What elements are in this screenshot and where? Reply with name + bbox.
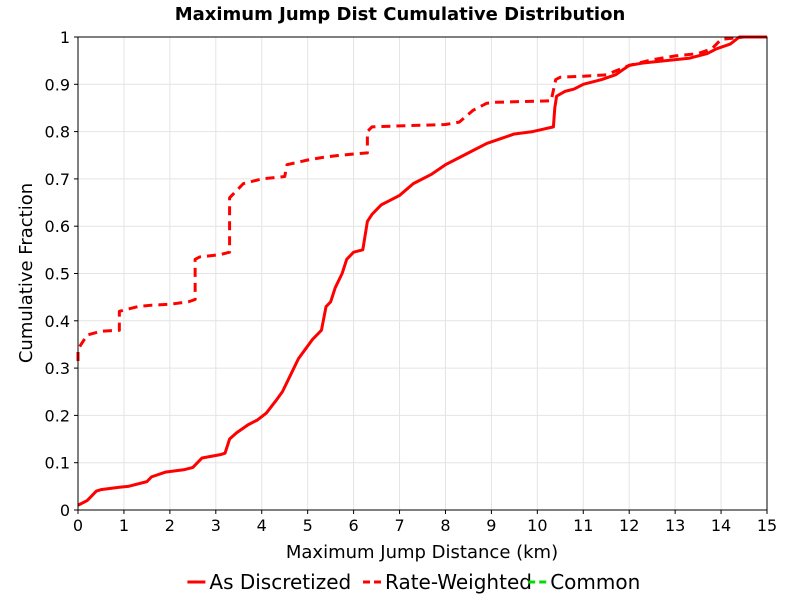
x-tick-label: 3 xyxy=(211,516,221,535)
legend: As Discretized Rate-Weighted Common xyxy=(187,570,640,594)
grid xyxy=(77,36,768,511)
series-layer xyxy=(76,35,767,507)
x-tick-label: 8 xyxy=(440,516,450,535)
y-tick-label: 0.2 xyxy=(45,406,70,425)
x-tick-label: 6 xyxy=(349,516,359,535)
x-tick-label: 4 xyxy=(257,516,267,535)
x-tick-label: 1 xyxy=(119,516,129,535)
series-line-as-discretized xyxy=(77,35,767,507)
y-tick-label: 0 xyxy=(60,501,70,520)
y-tick-label: 0.3 xyxy=(45,359,70,378)
x-tick-label: 9 xyxy=(486,516,496,535)
legend-label: Rate-Weighted xyxy=(385,570,532,594)
y-tick-label: 0.5 xyxy=(45,265,70,284)
x-tick-label: 13 xyxy=(665,516,685,535)
chart-title: Maximum Jump Dist Cumulative Distributio… xyxy=(175,4,626,25)
x-tick-label: 15 xyxy=(757,516,777,535)
x-tick-label: 12 xyxy=(619,516,639,535)
x-axis-ticks: 0 1 2 3 4 5 6 7 8 9 10 11 12 13 14 15 xyxy=(73,510,777,535)
y-tick-label: 0.4 xyxy=(45,312,70,331)
x-tick-label: 2 xyxy=(165,516,175,535)
legend-label: Common xyxy=(550,570,640,594)
x-axis-label: Maximum Jump Distance (km) xyxy=(286,542,558,563)
x-tick-label: 10 xyxy=(527,516,547,535)
x-tick-label: 7 xyxy=(394,516,404,535)
y-tick-label: 1 xyxy=(60,28,70,47)
y-axis-label: Cumulative Fraction xyxy=(16,183,37,363)
y-tick-label: 0.6 xyxy=(45,217,70,236)
y-tick-label: 0.1 xyxy=(45,454,70,473)
series-line-rate-weighted xyxy=(76,35,767,361)
x-tick-label: 5 xyxy=(303,516,313,535)
y-axis-ticks: 0 0.1 0.2 0.3 0.4 0.5 0.6 0.7 0.8 0.9 1 xyxy=(45,28,78,520)
legend-label: As Discretized xyxy=(209,570,351,594)
y-tick-label: 0.9 xyxy=(45,75,70,94)
x-tick-label: 11 xyxy=(573,516,593,535)
x-tick-label: 14 xyxy=(711,516,731,535)
y-tick-label: 0.7 xyxy=(45,170,70,189)
x-tick-label: 0 xyxy=(73,516,83,535)
y-tick-label: 0.8 xyxy=(45,123,70,142)
